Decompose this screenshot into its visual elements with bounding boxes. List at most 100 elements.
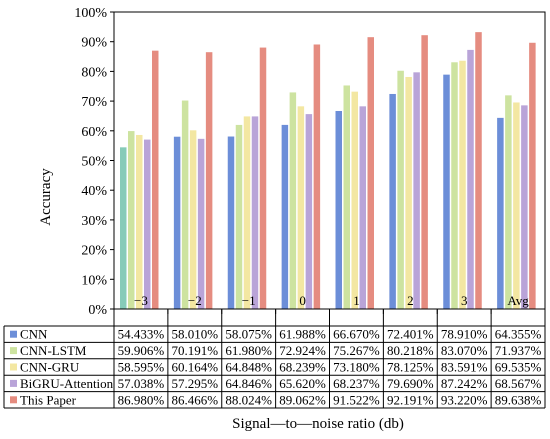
table-cell: 59.906% [118, 343, 165, 358]
y-tick-label: 80% [81, 65, 107, 80]
bar-bigru-attention-0 [144, 139, 151, 309]
table-cell: 57.295% [172, 376, 219, 391]
table-cell: 54.433% [118, 327, 165, 342]
x-tick-label: 2 [407, 293, 414, 308]
bar-bigru-attention-1 [197, 138, 205, 309]
x-axis-label: Signal—to—noise ratio (db) [232, 416, 404, 432]
y-tick-label: 50% [81, 155, 107, 170]
bar-this-paper-5 [421, 35, 428, 310]
bar-cnn-0 [120, 147, 127, 309]
table-cell: 78.910% [441, 327, 488, 342]
table-cell: 68.567% [495, 376, 542, 391]
bar-cnn-gru-6 [459, 60, 466, 310]
table-cell: 89.638% [495, 392, 542, 407]
table-cell: 75.267% [333, 343, 380, 358]
bar-this-paper-1 [205, 52, 213, 309]
axes-layer: 0% 10% 20% 30% 40% 50% 60% 70% 80% 90% 100% −3 −2 −1 0… [74, 6, 546, 318]
table-cell: 70.191% [172, 343, 219, 358]
y-tick-label: 30% [81, 214, 107, 229]
legend-swatch [10, 379, 17, 387]
table-cell: 88.024% [225, 392, 272, 407]
legend-entry: BiGRU-Attention [20, 376, 114, 391]
bar-cnn-lstm-5 [397, 70, 404, 310]
bar-this-paper-4 [367, 37, 374, 310]
legend-entry: CNN-GRU [20, 360, 80, 375]
x-tick-label: −2 [188, 293, 202, 308]
bar-this-paper-6 [475, 32, 482, 310]
table-cell: 68.239% [279, 360, 326, 375]
y-tick-label: 10% [81, 273, 107, 288]
bar-this-paper-7 [529, 42, 536, 309]
bar-bigru-attention-7 [521, 105, 528, 309]
bar-bigru-attention-5 [413, 72, 420, 309]
table-cell: 86.466% [172, 392, 219, 407]
table-cell: 66.670% [333, 327, 380, 342]
legend-swatch [10, 396, 17, 404]
bar-cnn-6 [443, 74, 450, 309]
bar-cnn-7 [497, 117, 504, 309]
bar-cnn-gru-2 [243, 116, 251, 309]
y-tick-label: 0% [88, 303, 107, 318]
table-cell: 73.180% [333, 360, 380, 375]
table-cell: 60.164% [172, 360, 219, 375]
table-cell: 68.237% [333, 376, 380, 391]
legend-swatch [10, 363, 17, 371]
y-axis-label: Accuracy [38, 168, 54, 226]
x-tick-label: 1 [353, 293, 360, 308]
table-cell: 86.980% [118, 392, 165, 407]
x-tick-label: 0 [299, 293, 306, 308]
bar-cnn-gru-3 [297, 106, 305, 309]
bar-cnn-lstm-7 [505, 95, 512, 309]
table-cell: 92.191% [387, 392, 434, 407]
table-cell: 72.924% [279, 343, 326, 358]
bar-cnn-lstm-6 [451, 62, 458, 309]
x-tick-label: Avg [507, 293, 529, 308]
bar-bigru-attention-3 [305, 114, 313, 309]
bar-cnn-lstm-4 [343, 85, 350, 310]
y-tick-label: 60% [81, 125, 107, 140]
x-tick-label: −1 [242, 293, 256, 308]
table-cell: 64.355% [495, 327, 542, 342]
table-cell: 83.070% [441, 343, 488, 358]
y-tick-label: 70% [81, 95, 107, 110]
bar-cnn-gru-0 [136, 134, 143, 309]
bar-this-paper-2 [259, 47, 267, 309]
legend-entry: This Paper [20, 392, 77, 407]
bar-cnn-gru-7 [513, 102, 520, 309]
bar-bigru-attention-4 [359, 106, 366, 309]
bar-cnn-gru-4 [351, 91, 358, 310]
table-cell: 58.595% [118, 360, 165, 375]
bar-cnn-3 [281, 124, 289, 310]
table-cell: 91.522% [333, 392, 380, 407]
legend-entry: CNN-LSTM [20, 343, 87, 358]
bar-cnn-lstm-3 [289, 92, 297, 310]
bar-this-paper-0 [152, 50, 159, 309]
table-cell: 83.591% [441, 360, 488, 375]
y-tick-label: 90% [81, 36, 107, 51]
legend-swatch [10, 347, 17, 355]
table-cell: 64.846% [225, 376, 272, 391]
table-cell: 79.690% [387, 376, 434, 391]
table-cell: 57.038% [118, 376, 165, 391]
bar-bigru-attention-2 [251, 116, 259, 309]
table-cell: 89.062% [279, 392, 326, 407]
table-cell: 69.535% [495, 360, 542, 375]
bar-bigru-attention-6 [467, 49, 474, 309]
table-cell: 71.937% [495, 343, 542, 358]
table-cell: 64.848% [225, 360, 272, 375]
data-table: CNN 54.433% 58.010% 58.075% 61.988% 66.670% 72… [3, 309, 546, 409]
bar-cnn-5 [389, 93, 396, 310]
y-tick-label: 40% [81, 184, 107, 199]
bar-cnn-gru-5 [405, 76, 412, 309]
bars-layer [120, 32, 536, 310]
y-tick-label: 20% [81, 244, 107, 259]
table-cell: 87.242% [441, 376, 488, 391]
table-cell: 80.218% [387, 343, 434, 358]
bar-cnn-lstm-1 [181, 100, 189, 309]
legend-swatch [10, 330, 17, 338]
table-cell: 61.980% [225, 343, 272, 358]
y-tick-label: 100% [74, 6, 107, 21]
table-cell: 65.620% [279, 376, 326, 391]
table-cell: 58.010% [172, 327, 219, 342]
bar-cnn-lstm-2 [235, 124, 243, 309]
